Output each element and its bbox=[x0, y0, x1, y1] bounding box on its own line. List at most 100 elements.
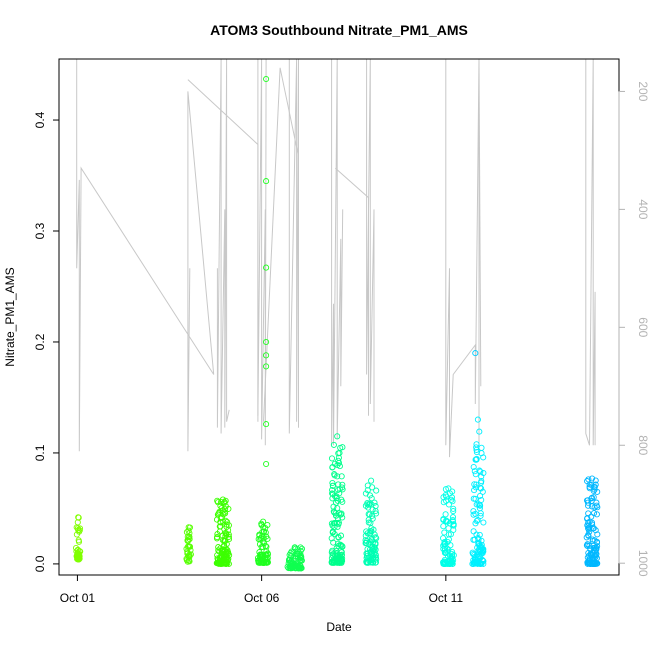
data-point-flight-oct11 bbox=[447, 531, 454, 538]
data-point-flight-oct04 bbox=[186, 552, 193, 560]
data-point-flight-oct11b bbox=[472, 495, 479, 502]
data-point-flight-oct05 bbox=[223, 523, 230, 531]
data-point-flight-oct11b bbox=[473, 481, 480, 488]
data-point-flight-oct15 bbox=[588, 494, 596, 501]
x-tick-label: Oct 01 bbox=[60, 591, 96, 605]
data-point-flight-oct11b bbox=[474, 544, 481, 551]
data-point-flight-oct06 bbox=[264, 556, 271, 563]
data-point-flight-oct11b bbox=[476, 505, 483, 512]
data-point-flight-oct06b bbox=[298, 557, 305, 564]
y-tick-label: 0.1 bbox=[33, 444, 47, 461]
data-point-flight-oct09 bbox=[368, 495, 375, 502]
pressure-line-segment bbox=[216, 58, 230, 434]
data-point-flight-oct09 bbox=[367, 530, 374, 537]
data-point-flight-oct05 bbox=[213, 560, 220, 567]
scatter-points bbox=[72, 75, 601, 572]
data-point-flight-oct09 bbox=[372, 534, 379, 541]
data-point-flight-oct01 bbox=[76, 548, 83, 555]
data-point-flight-oct15 bbox=[586, 558, 594, 565]
data-point-flight-oct11b bbox=[470, 528, 477, 535]
x-axis: Oct 01 Oct 06 Oct 11 bbox=[60, 574, 463, 605]
data-point-flight-oct01 bbox=[75, 537, 82, 544]
data-point-flight-oct11b bbox=[476, 531, 483, 538]
data-point-flight-oct04-max bbox=[185, 524, 192, 531]
pressure-line-segment bbox=[288, 58, 299, 434]
pressure-line-segment bbox=[76, 59, 215, 452]
data-point-flight-oct08 bbox=[329, 490, 336, 497]
data-point-flight-oct08-max bbox=[334, 433, 341, 440]
data-point-flight-oct08 bbox=[339, 486, 346, 493]
data-point-flight-oct01 bbox=[75, 553, 82, 560]
data-point-flight-oct15 bbox=[586, 552, 593, 559]
data-point-flight-oct08 bbox=[333, 553, 340, 560]
data-point-flight-oct05 bbox=[222, 529, 229, 536]
data-point-flight-oct15 bbox=[593, 499, 600, 506]
y-tick-label: 0.2 bbox=[33, 333, 47, 350]
data-point-flight-oct15 bbox=[584, 559, 591, 566]
data-point-flight-oct05 bbox=[219, 507, 226, 514]
data-point-flight-oct15 bbox=[594, 531, 601, 538]
data-point-flight-oct15 bbox=[584, 499, 592, 506]
y2-tick-label: 200 bbox=[636, 81, 650, 101]
data-point-flight-oct11b bbox=[478, 478, 485, 485]
data-point-flight-oct15 bbox=[583, 534, 590, 541]
data-point-flight-oct08 bbox=[329, 486, 336, 494]
data-point-flight-oct06 bbox=[264, 550, 271, 557]
data-point-flight-oct08 bbox=[334, 540, 342, 547]
pressure-line-segment bbox=[478, 58, 482, 387]
data-point-flight-oct15 bbox=[586, 524, 593, 531]
data-point-flight-oct05 bbox=[225, 533, 232, 540]
data-point-flight-oct11 bbox=[445, 531, 452, 538]
data-point-flight-oct05 bbox=[218, 514, 225, 521]
data-point-flight-oct08 bbox=[328, 559, 335, 566]
pressure-lines bbox=[76, 58, 596, 458]
data-point-flight-oct11 bbox=[448, 496, 455, 503]
y-axis-label: Nitrate_PM1_AMS bbox=[3, 267, 17, 366]
data-point-flight-oct09 bbox=[372, 507, 379, 515]
data-point-flight-oct15 bbox=[586, 528, 593, 535]
data-point-flight-oct11 bbox=[445, 501, 452, 508]
data-point-flight-oct05 bbox=[221, 560, 229, 567]
data-point-flight-oct15 bbox=[584, 478, 591, 485]
data-point-flight-oct08 bbox=[339, 514, 346, 521]
data-point-flight-oct01 bbox=[72, 544, 80, 552]
data-point-outlier bbox=[263, 75, 270, 83]
data-point-flight-oct05 bbox=[222, 503, 229, 510]
data-point-outlier bbox=[263, 178, 270, 185]
data-point-flight-oct11 bbox=[449, 514, 457, 521]
data-point-flight-oct08 bbox=[337, 532, 345, 539]
data-point-flight-oct15 bbox=[585, 476, 592, 483]
data-point-flight-oct09 bbox=[363, 539, 370, 546]
data-point-flight-oct11b bbox=[472, 456, 479, 463]
data-point-flight-oct08 bbox=[330, 441, 337, 448]
data-point-flight-oct06 bbox=[263, 559, 270, 566]
data-point-flight-oct06 bbox=[262, 524, 269, 532]
data-point-flight-oct08 bbox=[328, 535, 335, 542]
data-point-flight-oct11 bbox=[450, 521, 457, 528]
data-point-flight-oct01 bbox=[74, 546, 81, 553]
data-point-flight-oct05 bbox=[222, 517, 229, 524]
data-point-flight-oct08 bbox=[338, 549, 345, 556]
data-point-flight-oct05 bbox=[214, 499, 222, 506]
data-point-flight-oct11b bbox=[471, 481, 478, 488]
data-point-flight-oct11 bbox=[440, 535, 447, 542]
data-point-flight-oct08 bbox=[331, 509, 338, 516]
data-point-outlier bbox=[263, 338, 270, 346]
data-point-flight-oct06b bbox=[292, 553, 299, 560]
data-point-flight-oct06 bbox=[258, 535, 265, 542]
data-point-flight-oct08 bbox=[339, 481, 346, 488]
y-tick-label: 0.4 bbox=[33, 111, 47, 128]
data-point-flight-oct11b bbox=[470, 463, 477, 471]
data-point-flight-oct04 bbox=[186, 533, 193, 541]
data-point-flight-oct11b bbox=[472, 471, 479, 478]
data-point-flight-oct09 bbox=[373, 556, 380, 563]
data-point-flight-oct11 bbox=[441, 558, 448, 565]
data-point-flight-oct11b bbox=[471, 536, 478, 543]
data-point-flight-oct06 bbox=[259, 553, 266, 560]
data-point-flight-oct08 bbox=[335, 521, 342, 528]
data-point-flight-oct11b bbox=[472, 510, 479, 517]
data-point-flight-oct08 bbox=[339, 444, 346, 451]
data-point-flight-oct08 bbox=[338, 510, 345, 517]
data-point-flight-oct11 bbox=[441, 547, 448, 554]
data-point-flight-oct15 bbox=[585, 549, 592, 557]
